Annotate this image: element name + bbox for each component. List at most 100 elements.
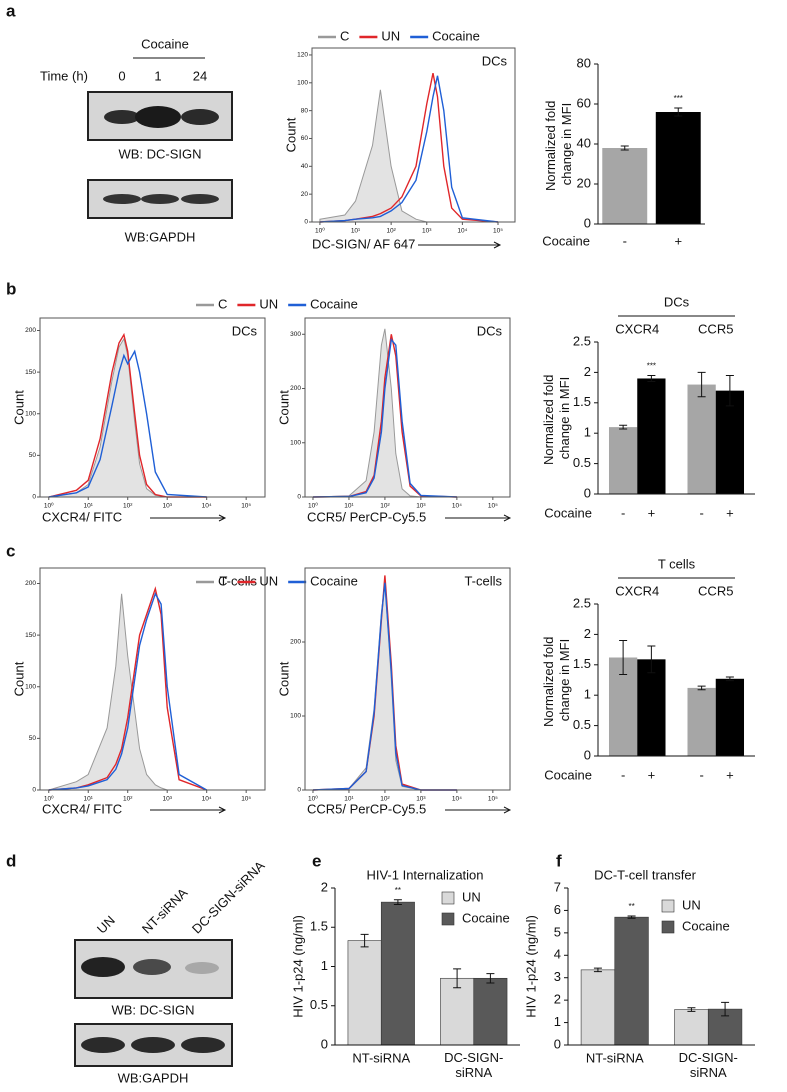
x-tick-label: 10¹ bbox=[344, 503, 354, 510]
lane-label: 24 bbox=[193, 68, 207, 83]
group-label: CCR5 bbox=[698, 321, 733, 336]
y-tick-label: 1 bbox=[554, 1014, 561, 1029]
x-tick-label: 10⁰ bbox=[308, 795, 318, 803]
y-tick-label: 0 bbox=[297, 494, 301, 501]
bar bbox=[473, 977, 508, 1046]
y-tick-label: 200 bbox=[25, 580, 36, 587]
histogram-line bbox=[319, 72, 499, 223]
y-tick-label: 60 bbox=[577, 95, 591, 110]
y-axis-label: Normalized fold change in MFI bbox=[543, 97, 574, 191]
y-tick-label: 50 bbox=[29, 452, 37, 459]
x-axis-label: Cocaine bbox=[544, 767, 592, 782]
x-tick-label: 10⁰ bbox=[315, 227, 325, 235]
x-tick-label: 10² bbox=[123, 503, 133, 510]
y-tick-label: 40 bbox=[301, 163, 309, 170]
legend-label: C bbox=[218, 573, 227, 588]
lane-label: UN bbox=[94, 913, 118, 937]
y-tick-label: 2 bbox=[321, 879, 328, 894]
y-tick-label: 300 bbox=[290, 331, 301, 338]
y-tick-label: 50 bbox=[29, 735, 37, 742]
x-tick-label: 10¹ bbox=[84, 796, 94, 803]
y-axis-label: Count bbox=[11, 661, 26, 696]
y-tick-label: 0 bbox=[297, 787, 301, 794]
error-bar bbox=[619, 424, 628, 430]
significance: ** bbox=[395, 886, 401, 895]
y-tick-label: 200 bbox=[25, 327, 36, 334]
x-axis-label: CCR5/ PerCP-Cy5.5 bbox=[307, 509, 426, 524]
x-tick-label: 10⁰ bbox=[308, 502, 318, 510]
y-tick-label: 20 bbox=[577, 175, 591, 190]
x-tick-label: 10³ bbox=[416, 796, 426, 803]
plot-frame bbox=[39, 317, 266, 498]
histogram-line bbox=[48, 586, 207, 791]
x-tick-label: 10⁴ bbox=[457, 228, 467, 235]
bar bbox=[614, 916, 649, 1046]
lane-label: NT-siRNA bbox=[139, 885, 191, 937]
x-axis-label: CXCR4/ FITC bbox=[42, 509, 122, 524]
x-tick-label: 10¹ bbox=[344, 796, 354, 803]
y-tick-label: 0.5 bbox=[573, 455, 591, 470]
y-tick-label: 2 bbox=[554, 992, 561, 1007]
x-tick-label: 10³ bbox=[162, 796, 172, 803]
bar bbox=[440, 977, 475, 1046]
histogram-line bbox=[312, 338, 457, 498]
y-tick-label: 0 bbox=[584, 747, 591, 762]
y-tick-label: 0 bbox=[584, 485, 591, 500]
blot-band bbox=[103, 194, 141, 204]
panel-label: f bbox=[556, 851, 562, 870]
error-bar bbox=[687, 1007, 696, 1012]
y-tick-label: 1.5 bbox=[573, 656, 591, 671]
y-tick-label: 200 bbox=[290, 385, 301, 392]
blot-band bbox=[181, 1037, 225, 1053]
chart-title: DC-T-cell transfer bbox=[594, 867, 697, 882]
y-tick-label: 5 bbox=[554, 924, 561, 939]
group-title: DCs bbox=[664, 294, 690, 309]
x-tick-label: 10³ bbox=[162, 503, 172, 510]
panel-label: e bbox=[312, 851, 321, 870]
y-tick-label: 1.5 bbox=[310, 919, 328, 934]
legend-swatch bbox=[661, 920, 675, 934]
x-tick-label: DC-SIGN-siRNA bbox=[444, 1050, 503, 1080]
histogram-area bbox=[48, 593, 207, 791]
histogram-area bbox=[312, 328, 457, 498]
y-tick-label: 150 bbox=[25, 632, 36, 639]
y-tick-label: 80 bbox=[577, 55, 591, 70]
histogram-line bbox=[48, 332, 207, 498]
error-bar bbox=[697, 371, 706, 398]
blot-band bbox=[181, 109, 219, 125]
legend-label: Cocaine bbox=[310, 573, 358, 588]
lane-label: 1 bbox=[154, 68, 161, 83]
histogram-area bbox=[312, 582, 457, 791]
bar-label: + bbox=[726, 505, 734, 520]
blot-band bbox=[81, 957, 125, 977]
y-tick-label: 3 bbox=[554, 969, 561, 984]
y-tick-label: 2.5 bbox=[573, 333, 591, 348]
y-tick-label: 100 bbox=[25, 410, 36, 417]
x-tick-label: 10⁴ bbox=[452, 796, 462, 803]
bar bbox=[637, 659, 666, 756]
y-tick-label: 1 bbox=[584, 425, 591, 440]
group-label: CXCR4 bbox=[615, 321, 659, 336]
x-tick-label: 10⁰ bbox=[44, 502, 54, 510]
bar-label: - bbox=[621, 505, 625, 520]
x-tick-label: 10² bbox=[380, 796, 390, 803]
blot-header: Cocaine bbox=[141, 36, 189, 51]
x-axis-label: Cocaine bbox=[544, 505, 592, 520]
x-axis-label: DC-SIGN/ AF 647 bbox=[312, 236, 415, 251]
y-tick-label: 100 bbox=[290, 439, 301, 446]
legend-swatch bbox=[441, 912, 455, 926]
x-tick-label: 10⁵ bbox=[488, 796, 498, 803]
y-tick-label: 2 bbox=[584, 626, 591, 641]
group-title: T cells bbox=[658, 556, 696, 571]
error-bar bbox=[647, 374, 656, 383]
significance: *** bbox=[674, 94, 683, 103]
x-tick-label: 10³ bbox=[422, 228, 432, 235]
blot-band bbox=[81, 1037, 125, 1053]
histogram-area bbox=[319, 89, 499, 223]
y-tick-label: 0 bbox=[554, 1036, 561, 1051]
plot-frame bbox=[304, 567, 511, 791]
error-bar bbox=[620, 145, 629, 151]
histogram-line bbox=[48, 349, 207, 498]
blot-band bbox=[185, 962, 219, 974]
